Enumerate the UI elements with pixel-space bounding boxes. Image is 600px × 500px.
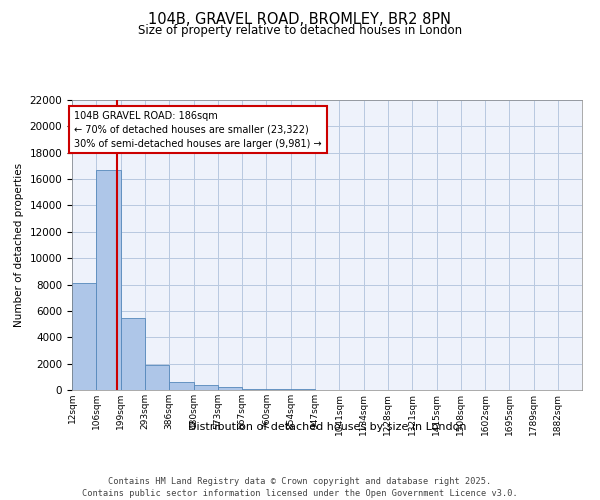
Bar — [145, 365, 169, 390]
Y-axis label: Number of detached properties: Number of detached properties — [14, 163, 24, 327]
Bar — [72, 283, 97, 390]
Text: 104B, GRAVEL ROAD, BROMLEY, BR2 8PN: 104B, GRAVEL ROAD, BROMLEY, BR2 8PN — [149, 12, 452, 28]
Bar — [97, 170, 121, 390]
Text: Distribution of detached houses by size in London: Distribution of detached houses by size … — [188, 422, 466, 432]
Bar — [194, 386, 218, 390]
Bar — [169, 382, 194, 390]
Bar — [218, 388, 242, 390]
Bar — [266, 389, 291, 390]
Bar — [242, 388, 266, 390]
Text: 104B GRAVEL ROAD: 186sqm
← 70% of detached houses are smaller (23,322)
30% of se: 104B GRAVEL ROAD: 186sqm ← 70% of detach… — [74, 110, 322, 148]
Text: Size of property relative to detached houses in London: Size of property relative to detached ho… — [138, 24, 462, 37]
Text: Contains HM Land Registry data © Crown copyright and database right 2025.
Contai: Contains HM Land Registry data © Crown c… — [82, 476, 518, 498]
Bar — [121, 318, 145, 390]
